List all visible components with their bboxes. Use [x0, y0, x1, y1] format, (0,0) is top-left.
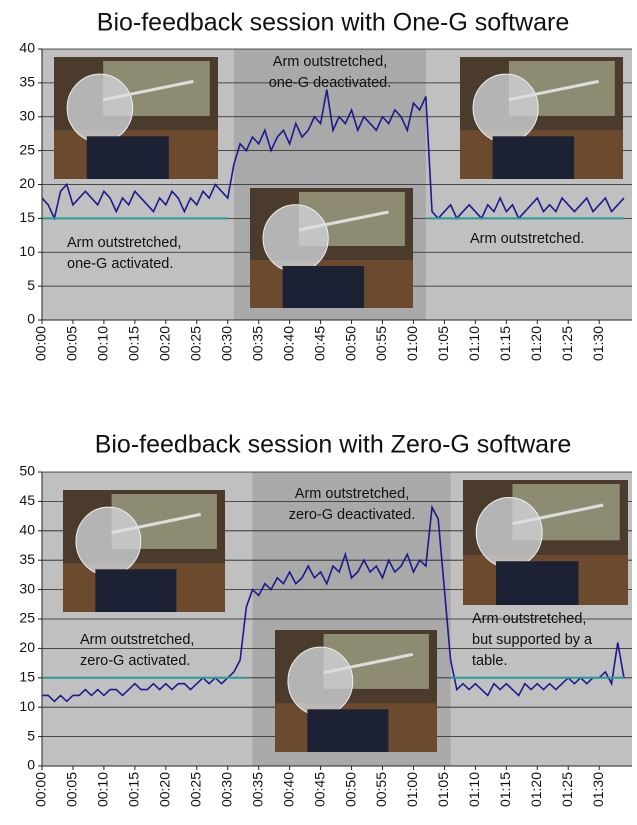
- x-tick-label: 00:40: [280, 326, 296, 361]
- x-tick-label: 00:15: [126, 772, 142, 807]
- x-tick-label: 00:25: [187, 772, 203, 807]
- x-tick-label: 01:30: [590, 326, 606, 361]
- photo-person: [496, 561, 579, 605]
- x-tick-label: 00:20: [157, 326, 173, 361]
- annotation: table.: [472, 653, 507, 669]
- x-tick-label: 00:45: [311, 772, 327, 807]
- annotation: Arm outstretched.: [470, 231, 584, 247]
- x-tick-label: 00:35: [249, 772, 265, 807]
- x-tick-label: 01:15: [497, 772, 513, 807]
- x-tick-label: 00:15: [126, 326, 142, 361]
- x-tick-label: 00:05: [64, 326, 80, 361]
- y-tick-label: 10: [19, 243, 35, 259]
- x-tick-label: 01:20: [528, 772, 544, 807]
- photo: [460, 57, 623, 179]
- x-tick-label: 00:20: [157, 772, 173, 807]
- page: Bio-feedback session with One-G software…: [0, 0, 637, 825]
- x-tick-label: 00:35: [249, 326, 265, 361]
- x-tick-label: 01:00: [404, 326, 420, 361]
- y-tick-label: 15: [19, 209, 35, 225]
- x-tick-label: 01:10: [466, 326, 482, 361]
- y-tick-label: 15: [19, 669, 35, 685]
- x-tick-label: 01:25: [559, 326, 575, 361]
- x-tick-label: 00:00: [33, 326, 49, 361]
- annotation: one-G activated.: [67, 256, 173, 272]
- photo-person: [95, 569, 176, 612]
- x-tick-label: 00:25: [187, 326, 203, 361]
- annotation: Arm outstretched,: [295, 486, 409, 502]
- photo-helmet: [476, 498, 542, 568]
- x-tick-label: 01:20: [528, 326, 544, 361]
- y-tick-label: 35: [19, 74, 35, 90]
- annotation: Arm outstretched,: [273, 54, 387, 70]
- annotation: one-G deactivated.: [269, 75, 392, 91]
- x-tick-label: 01:30: [590, 772, 606, 807]
- photo-helmet: [263, 205, 328, 272]
- x-tick-label: 00:00: [33, 772, 49, 807]
- x-tick-label: 00:55: [373, 772, 389, 807]
- y-tick-label: 0: [27, 311, 35, 327]
- annotation: Arm outstretched,: [80, 632, 194, 648]
- y-tick-label: 45: [19, 492, 35, 508]
- photo: [63, 490, 225, 612]
- annotation: Arm outstretched,: [67, 235, 181, 251]
- annotation: but supported by a: [472, 632, 593, 648]
- annotation: zero-G deactivated.: [289, 507, 416, 523]
- x-tick-label: 01:00: [404, 772, 420, 807]
- y-tick-label: 20: [19, 175, 35, 191]
- x-tick-label: 01:10: [466, 772, 482, 807]
- x-tick-label: 01:25: [559, 772, 575, 807]
- x-tick-label: 00:50: [342, 772, 358, 807]
- photo-helmet: [473, 74, 538, 142]
- photo: [463, 480, 628, 605]
- y-tick-label: 30: [19, 107, 35, 123]
- x-tick-label: 00:30: [218, 326, 234, 361]
- y-tick-label: 5: [27, 277, 35, 293]
- x-tick-label: 01:15: [497, 326, 513, 361]
- photo-helmet: [67, 74, 133, 142]
- photo: [275, 630, 437, 752]
- photo-helmet: [288, 647, 353, 715]
- y-tick-label: 25: [19, 610, 35, 626]
- x-tick-label: 00:10: [95, 326, 111, 361]
- y-tick-label: 0: [27, 757, 35, 773]
- chart-title: Bio-feedback session with Zero-G softwar…: [95, 431, 572, 459]
- y-tick-label: 20: [19, 639, 35, 655]
- photo: [54, 57, 218, 179]
- y-tick-label: 5: [27, 727, 35, 743]
- x-tick-label: 00:05: [64, 772, 80, 807]
- chart-title: Bio-feedback session with One-G software: [97, 9, 569, 37]
- y-tick-label: 35: [19, 551, 35, 567]
- x-tick-label: 00:30: [218, 772, 234, 807]
- annotation: Arm outstretched,: [472, 611, 586, 627]
- y-tick-label: 40: [19, 40, 35, 56]
- x-tick-label: 01:05: [435, 772, 451, 807]
- y-tick-label: 10: [19, 698, 35, 714]
- y-tick-label: 30: [19, 580, 35, 596]
- x-tick-label: 00:50: [342, 326, 358, 361]
- y-tick-label: 25: [19, 141, 35, 157]
- photo-person: [493, 136, 574, 179]
- y-tick-label: 50: [19, 463, 35, 479]
- photo-person: [307, 709, 388, 752]
- photo-person: [283, 266, 365, 308]
- x-tick-label: 00:10: [95, 772, 111, 807]
- x-tick-label: 00:40: [280, 772, 296, 807]
- annotation: zero-G activated.: [80, 653, 190, 669]
- y-tick-label: 40: [19, 522, 35, 538]
- photo: [250, 188, 413, 308]
- x-tick-label: 01:05: [435, 326, 451, 361]
- photo-person: [87, 136, 169, 179]
- x-tick-label: 00:45: [311, 326, 327, 361]
- x-tick-label: 00:55: [373, 326, 389, 361]
- photo-helmet: [76, 507, 141, 575]
